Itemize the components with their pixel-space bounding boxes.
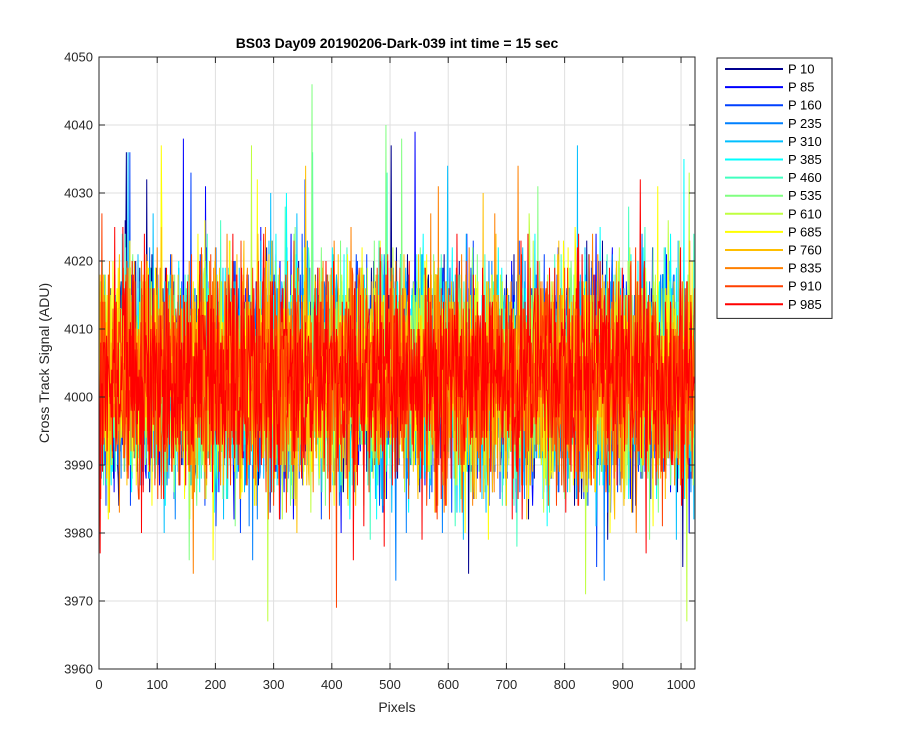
y-tick-label: 3960 <box>64 662 93 677</box>
legend-box <box>716 57 833 319</box>
legend-entry-label: P 160 <box>788 98 822 113</box>
plot-frame <box>98 56 696 670</box>
series-layer <box>99 84 695 622</box>
legend-entry-label: P 310 <box>788 134 822 149</box>
x-tick-label: 500 <box>379 677 401 692</box>
legend-entry-label: P 610 <box>788 206 822 221</box>
x-tick-label: 100 <box>146 677 168 692</box>
x-tick-label: 1000 <box>667 677 696 692</box>
x-tick-label: 800 <box>554 677 576 692</box>
axis-ticks: 0 100 200 300 400 500 600 700 800 900 1000 3960 3970… <box>64 50 695 693</box>
y-tick-label: 3990 <box>64 458 93 473</box>
legend-entry-label: P 535 <box>788 188 822 203</box>
x-tick-label: 700 <box>496 677 518 692</box>
series-line-p985 <box>99 179 695 561</box>
y-tick-label: 4010 <box>64 322 93 337</box>
x-tick-label: 600 <box>437 677 459 692</box>
y-tick-label: 3970 <box>64 594 93 609</box>
y-tick-label: 4000 <box>64 390 93 405</box>
y-tick-label: 4050 <box>64 50 93 65</box>
legend-entry-label: P 460 <box>788 170 822 185</box>
legend-entry-label: P 10 <box>788 62 815 77</box>
x-tick-label: 300 <box>263 677 285 692</box>
y-tick-label: 4040 <box>64 118 93 133</box>
chart-title: BS03 Day09 20190206-Dark-039 int time = … <box>236 35 559 51</box>
y-axis-label: Cross Track Signal (ADU) <box>36 283 52 443</box>
x-tick-label: 0 <box>95 677 102 692</box>
legend-entry-label: P 235 <box>788 116 822 131</box>
legend-entry-label: P 985 <box>788 297 822 312</box>
x-axis-label: Pixels <box>378 699 415 715</box>
legend-entry-label: P 385 <box>788 152 822 167</box>
y-tick-label: 4020 <box>64 254 93 269</box>
legend-entry-label: P 685 <box>788 224 822 239</box>
y-tick-label: 4030 <box>64 186 93 201</box>
x-tick-label: 200 <box>205 677 227 692</box>
legend: P 10 P 85 P 160 P 235 P 310 P 385 P 460 P 535 P … <box>716 57 833 319</box>
y-tick-label: 3980 <box>64 526 93 541</box>
legend-entry-label: P 760 <box>788 243 822 258</box>
legend-entry-label: P 835 <box>788 261 822 276</box>
legend-entry-label: P 85 <box>788 80 815 95</box>
x-tick-label: 400 <box>321 677 343 692</box>
x-tick-label: 900 <box>612 677 634 692</box>
legend-entry-label: P 910 <box>788 279 822 294</box>
